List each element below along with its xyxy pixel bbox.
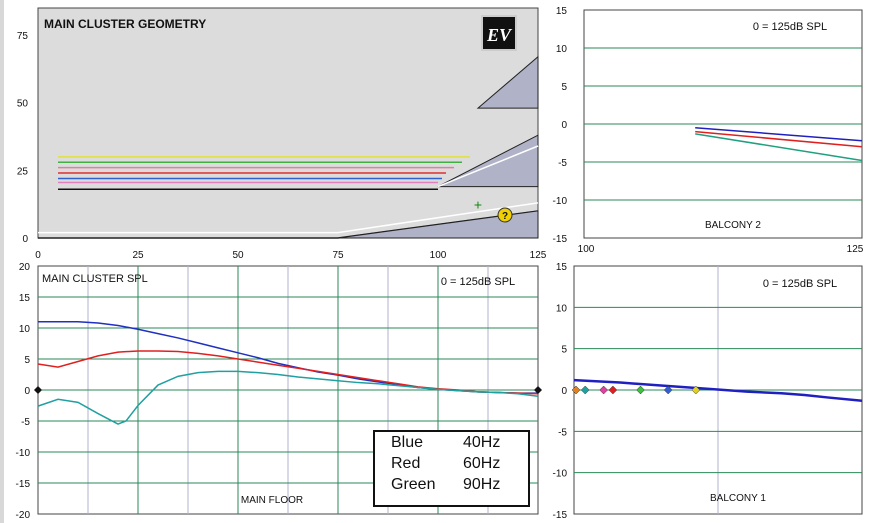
- main-spl-ytick-7: -15: [16, 479, 31, 490]
- geometry-plot-area: [37, 7, 539, 239]
- main-spl-title: MAIN CLUSTER SPL: [42, 273, 148, 285]
- balcony1-marker-3: [608, 385, 618, 395]
- balcony1-ytick-6: -15: [553, 510, 568, 521]
- balcony1-series-0: [573, 378, 863, 402]
- geometry-shape-main-floor-wedge: [337, 210, 539, 239]
- legend-green-name: Green: [391, 476, 436, 493]
- main-spl-start-marker: [34, 386, 42, 394]
- balcony2-ytick-0: 15: [556, 6, 568, 17]
- ev-logo-text: EV: [486, 25, 513, 45]
- main-spl-end-marker: [534, 386, 542, 394]
- main-spl-ytick-5: -5: [21, 417, 30, 428]
- main-spl-ytick-0: 20: [19, 262, 31, 273]
- balcony2-series-2: [695, 133, 863, 162]
- legend-red-freq: 60Hz: [463, 455, 501, 472]
- main-spl-label: MAIN FLOOR: [241, 495, 303, 506]
- balcony1-ytick-1: 10: [556, 303, 568, 314]
- main-spl-ytick-8: -20: [16, 510, 31, 521]
- main-spl-ytick-6: -10: [16, 448, 31, 459]
- balcony1-marker-5: [663, 385, 673, 395]
- balcony1-ytick-3: 0: [561, 386, 567, 397]
- balcony1-note: 0 = 125dB SPL: [763, 278, 837, 290]
- balcony1-label: BALCONY 1: [710, 493, 766, 504]
- geometry-marker: +: [474, 197, 482, 213]
- legend-green-freq: 90Hz: [463, 476, 501, 493]
- balcony1-ytick-4: -5: [558, 427, 567, 438]
- balcony2-label: BALCONY 2: [705, 220, 761, 231]
- question-icon: [497, 207, 513, 223]
- balcony2-series-1: [695, 130, 863, 148]
- balcony1-marker-4: [636, 385, 645, 395]
- legend-row-red: Red 60Hz: [375, 453, 528, 474]
- question-icon-glyph: ?: [502, 211, 508, 222]
- geometry-xtick-5: 125: [530, 250, 547, 261]
- main-spl-note: 0 = 125dB SPL: [441, 276, 515, 288]
- balcony1-marker-2: [599, 385, 609, 395]
- main-spl-ytick-3: 5: [24, 355, 30, 366]
- legend-box: Blue 40Hz Red 60Hz Green 90Hz: [373, 430, 530, 507]
- geometry-shape-balcony-1: [437, 134, 539, 188]
- legend-red-name: Red: [391, 455, 421, 472]
- balcony2-ytick-2: 5: [561, 82, 567, 93]
- main-spl-ytick-2: 10: [19, 324, 31, 335]
- geometry-ytick-1: 25: [17, 166, 29, 177]
- balcony2-note: 0 = 125dB SPL: [753, 21, 827, 33]
- window-left-edge: [0, 0, 4, 523]
- balcony2-ytick-5: -10: [553, 196, 568, 207]
- geometry-xtick-0: 0: [35, 250, 41, 261]
- balcony2-ytick-6: -15: [553, 234, 568, 245]
- ev-logo: [481, 15, 517, 51]
- balcony2-ytick-1: 10: [556, 44, 568, 55]
- legend-blue-name: Blue: [391, 434, 424, 451]
- balcony2-ytick-4: -5: [558, 158, 567, 169]
- geometry-xtick-4: 100: [430, 250, 447, 261]
- main-spl-ytick-1: 15: [19, 293, 31, 304]
- geometry-ytick-0: 0: [22, 234, 28, 245]
- legend-blue-freq: 40Hz: [463, 434, 501, 451]
- geometry-shape-balcony-2: [476, 55, 539, 109]
- geometry-ytick-2: 50: [17, 99, 29, 110]
- legend-row-green: Green 90Hz: [375, 474, 528, 495]
- geometry-xtick-1: 25: [132, 250, 144, 261]
- balcony1-ytick-2: 5: [561, 345, 567, 356]
- balcony1-marker-0: [571, 385, 581, 395]
- legend-row-blue: Blue 40Hz: [375, 432, 528, 453]
- geometry-xtick-3: 75: [332, 250, 344, 261]
- balcony1-marker-6: [691, 385, 701, 395]
- balcony2-xtick-1: 125: [847, 244, 864, 255]
- balcony1-ytick-0: 15: [556, 262, 568, 273]
- geometry-ytick-3: 75: [17, 31, 29, 42]
- geometry-floor-inner-line: [38, 202, 539, 234]
- geometry-title: MAIN CLUSTER GEOMETRY: [44, 17, 206, 31]
- balcony2-xtick-0: 100: [578, 244, 595, 255]
- balcony2-series-0: [695, 127, 863, 142]
- balcony2-ytick-3: 0: [561, 120, 567, 131]
- balcony1-ytick-5: -10: [553, 469, 568, 480]
- geometry-xtick-2: 50: [232, 250, 244, 261]
- geometry-balcony1-highlight: [437, 145, 539, 188]
- balcony1-marker-1: [580, 385, 590, 395]
- main-spl-series-green: [37, 370, 539, 425]
- main-spl-ytick-4: 0: [24, 386, 30, 397]
